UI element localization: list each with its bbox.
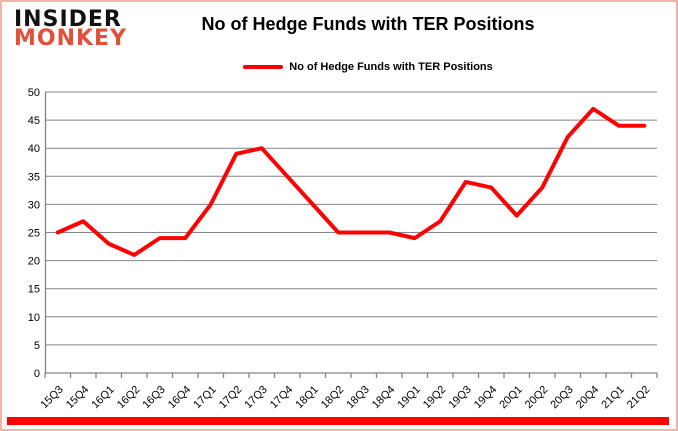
y-tick-label: 5	[34, 340, 40, 352]
x-tick-label: 18Q3	[344, 384, 372, 412]
y-tick-label: 15	[28, 284, 40, 296]
x-tick-label: 18Q1	[293, 384, 321, 412]
x-tick-label: 21Q2	[625, 384, 653, 412]
x-tick-label: 16Q4	[166, 384, 194, 412]
x-tick-label: 17Q1	[191, 384, 219, 412]
bottom-accent-bar	[7, 417, 669, 425]
y-tick-label: 25	[28, 228, 40, 240]
x-tick-label: 15Q4	[64, 384, 92, 412]
x-tick-label: 18Q4	[370, 384, 398, 412]
logo-line1: INSIDER	[14, 7, 122, 32]
x-tick-label: 16Q3	[140, 384, 168, 412]
legend-label: No of Hedge Funds with TER Positions	[289, 61, 493, 73]
y-tick-label: 45	[28, 115, 40, 127]
chart-legend: No of Hedge Funds with TER Positions	[2, 61, 676, 73]
x-tick-label: 19Q1	[395, 384, 423, 412]
insider-monkey-logo: INSIDER MONKEY	[14, 7, 128, 51]
x-tick-label: 16Q1	[89, 384, 117, 412]
y-tick-label: 10	[28, 312, 40, 324]
x-tick-label: 20Q4	[574, 384, 602, 412]
x-tick-label: 17Q3	[242, 384, 270, 412]
x-tick-label: 17Q2	[217, 384, 245, 412]
y-tick-label: 40	[28, 143, 40, 155]
x-tick-label: 18Q2	[319, 384, 347, 412]
x-tick-label: 16Q2	[115, 384, 143, 412]
x-tick-label: 19Q4	[472, 384, 500, 412]
x-tick-label: 15Q3	[38, 384, 66, 412]
legend-line-swatch	[243, 65, 284, 69]
chart-title: No of Hedge Funds with TER Positions	[201, 14, 535, 34]
x-tick-label: 20Q2	[523, 384, 551, 412]
y-tick-label: 20	[28, 256, 40, 268]
y-tick-label: 0	[34, 368, 40, 380]
x-tick-label: 19Q2	[421, 384, 449, 412]
y-tick-label: 35	[28, 171, 40, 183]
line-chart-plot: 0 5 10 15 20 25 30 35 40 45 50 15Q315Q416Q116Q216Q3…	[28, 87, 658, 412]
y-tick-label: 50	[28, 87, 40, 99]
series-line	[55, 106, 647, 257]
x-tick-label: 20Q1	[497, 384, 525, 412]
y-tick-label: 30	[28, 199, 40, 211]
logo-line2: MONKEY	[14, 26, 128, 51]
x-tick-label: 21Q1	[599, 384, 627, 412]
x-tick-label: 19Q3	[446, 384, 474, 412]
x-tick-label: 17Q4	[268, 384, 296, 412]
x-tick-label: 20Q3	[548, 384, 576, 412]
